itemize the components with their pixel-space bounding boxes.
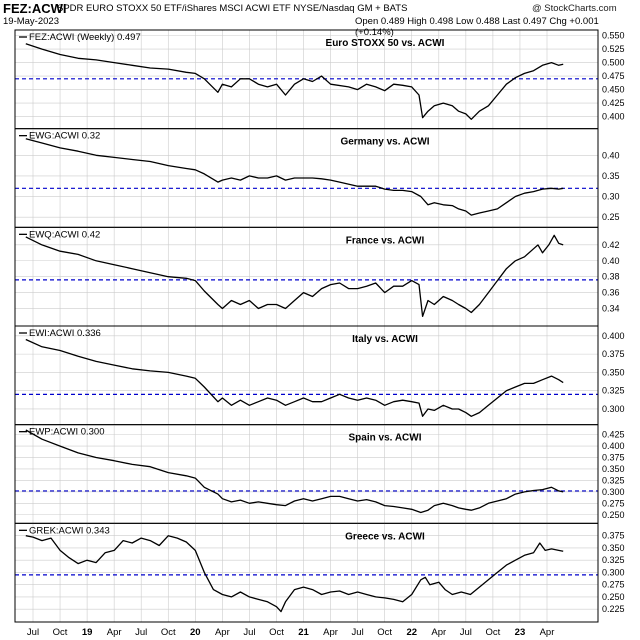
y-tick-label: 0.375 [602,531,625,541]
y-tick-label: 0.425 [602,98,625,108]
price-series-line [25,535,564,613]
chart-panel-frame [14,424,599,524]
symbol-description: SPDR EURO STOXX 50 ETF/iShares MSCI ACWI… [57,3,408,14]
chart-date: 19-May-2023 [3,16,59,27]
y-tick-label: 0.40 [602,256,620,266]
panel-legend: EWP:ACWI 0.300 [29,427,105,438]
price-series-line [25,338,564,417]
y-tick-label: 0.325 [602,386,625,396]
y-tick-label: 0.325 [602,475,625,485]
x-tick-label: Jul [135,627,147,638]
price-series-line [25,138,564,216]
y-tick-label: 0.375 [602,453,625,463]
y-tick-label: 0.34 [602,303,620,313]
price-series-line [25,429,564,514]
y-tick-label: 0.25 [602,212,620,222]
y-tick-label: 0.42 [602,240,620,250]
y-tick-label: 0.35 [602,171,620,181]
y-tick-label: 0.300 [602,567,625,577]
x-tick-label: Jul [460,627,472,638]
panel-title: Greece vs. ACWI [345,531,425,542]
x-tick-label: Oct [377,627,392,638]
y-tick-label: 0.450 [602,85,625,95]
x-tick-label: Jul [243,627,255,638]
x-tick-label: Apr [540,627,555,638]
panel-title: Euro STOXX 50 vs. ACWI [326,38,445,49]
y-tick-label: 0.400 [602,112,625,122]
panel-legend: EWG:ACWI 0.32 [29,131,100,142]
x-tick-label: Jul [352,627,364,638]
y-tick-label: 0.550 [602,31,625,41]
y-tick-label: 0.38 [602,272,620,282]
chart-header: FEZ:ACWI SPDR EURO STOXX 50 ETF/iShares … [0,0,640,38]
panel-title: Spain vs. ACWI [349,433,422,444]
x-tick-label: 22 [406,627,417,638]
y-tick-label: 0.475 [602,71,625,81]
stockcharts-credit: @ StockCharts.com [532,3,617,14]
panel-legend: GREK:ACWI 0.343 [29,525,110,536]
x-tick-label: Apr [107,627,122,638]
y-tick-label: 0.400 [602,331,625,341]
x-tick-label: 20 [190,627,201,638]
y-tick-label: 0.300 [602,404,625,414]
y-tick-label: 0.500 [602,58,625,68]
y-tick-label: 0.225 [602,604,625,614]
price-series-line [25,234,564,318]
panel-title: France vs. ACWI [346,235,425,246]
x-tick-label: Apr [323,627,338,638]
panel-title: Italy vs. ACWI [352,334,418,345]
x-tick-label: Oct [486,627,501,638]
y-tick-label: 0.350 [602,464,625,474]
panel-legend: EWI:ACWI 0.336 [29,328,101,339]
y-tick-label: 0.250 [602,510,625,520]
y-tick-label: 0.300 [602,487,625,497]
y-tick-label: 0.250 [602,592,625,602]
symbol-title: FEZ:ACWI [3,1,67,16]
x-tick-label: Oct [269,627,284,638]
y-tick-label: 0.325 [602,555,625,565]
x-tick-label: Jul [27,627,39,638]
price-series-line [25,43,564,120]
y-tick-label: 0.525 [602,44,625,54]
y-tick-label: 0.275 [602,580,625,590]
chart-panel-frame [14,522,599,623]
y-tick-label: 0.350 [602,543,625,553]
panel-legend: EWQ:ACWI 0.42 [29,229,100,240]
ohlc-readout: Open 0.489 High 0.498 Low 0.488 Last 0.4… [355,16,599,38]
x-tick-label: 23 [515,627,526,638]
y-tick-label: 0.375 [602,349,625,359]
panel-title: Germany vs. ACWI [340,137,429,148]
x-tick-label: Apr [215,627,230,638]
x-tick-label: Oct [161,627,176,638]
y-tick-label: 0.350 [602,367,625,377]
chart-panel-frame [14,325,599,426]
y-tick-label: 0.30 [602,192,620,202]
y-tick-label: 0.425 [602,430,625,440]
y-tick-label: 0.275 [602,498,625,508]
x-tick-label: Apr [431,627,446,638]
x-tick-label: 19 [82,627,93,638]
y-tick-label: 0.40 [602,150,620,160]
panel-legend: FEZ:ACWI (Weekly) 0.497 [29,32,141,43]
y-tick-label: 0.400 [602,441,625,451]
x-tick-label: 21 [298,627,309,638]
x-tick-label: Oct [53,627,68,638]
y-tick-label: 0.36 [602,288,620,298]
